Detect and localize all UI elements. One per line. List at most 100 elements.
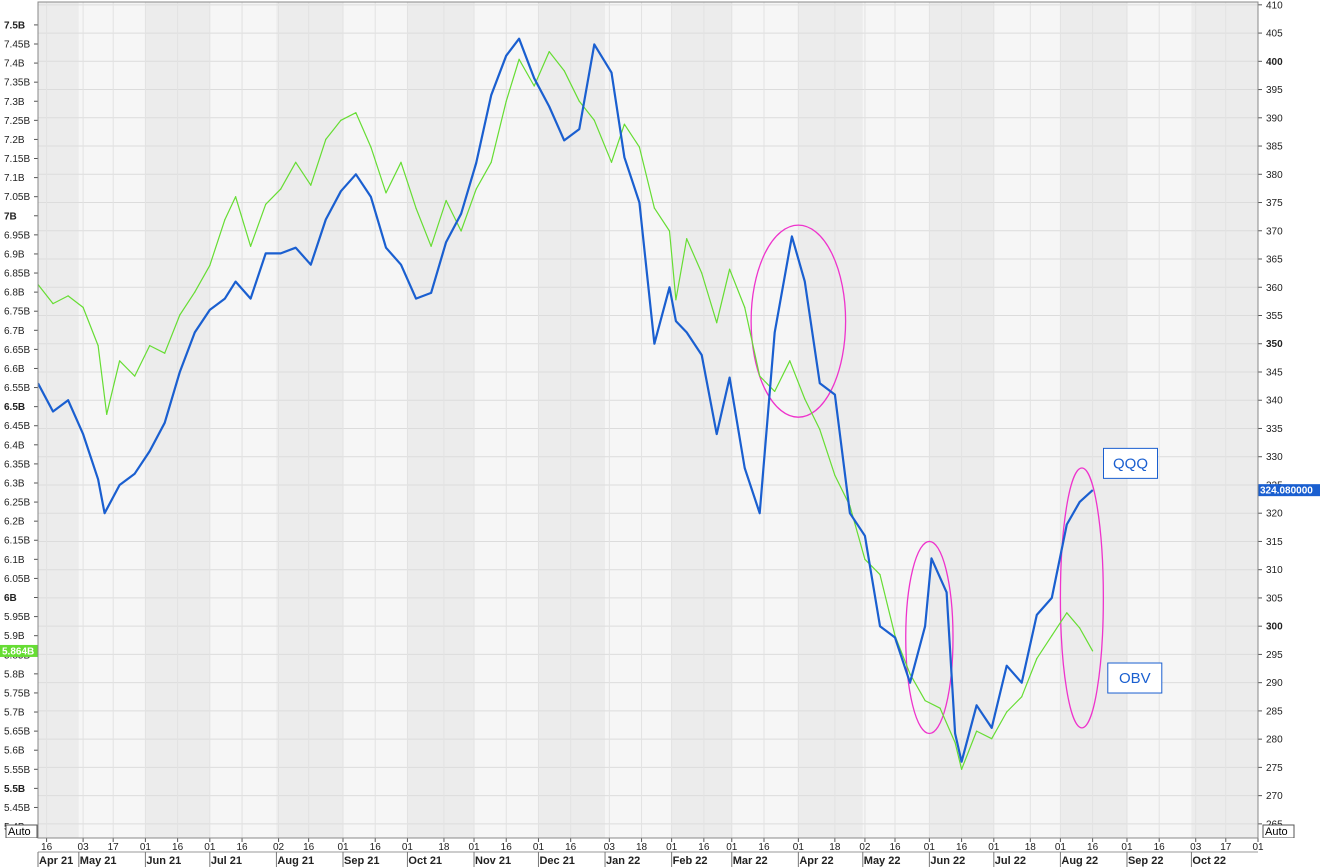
x-day-tick-label: 01 [924, 842, 936, 853]
right-tick-label: 400 [1266, 57, 1283, 68]
x-day-tick-label: 01 [988, 842, 1000, 853]
series-point-qqq [961, 761, 963, 763]
right-tick-label: 410 [1266, 0, 1283, 11]
series-point-obv [505, 100, 507, 102]
series-point-qqq [505, 55, 507, 57]
series-point-obv [1051, 635, 1053, 637]
x-month-label: Jul 21 [211, 855, 242, 867]
x-axis[interactable]: 16 03 17 01 16 01 16 02 16 01 16 01 18 01 16 01 16 03 18 01… [0, 838, 1320, 867]
month-band [605, 2, 672, 838]
series-point-qqq [67, 399, 69, 401]
left-tick-label: 6.65B [4, 345, 30, 356]
series-point-qqq [675, 320, 677, 322]
left-tick-label: 5.6B [4, 746, 25, 757]
left-tick-label: 5.65B [4, 727, 30, 738]
series-point-obv [593, 119, 595, 121]
series-point-qqq [265, 252, 267, 254]
x-day-tick-label: 16 [1087, 842, 1099, 853]
right-tick-label: 320 [1266, 509, 1283, 520]
series-point-obv [976, 730, 978, 732]
series-point-qqq [1051, 597, 1053, 599]
series-point-qqq [445, 241, 447, 243]
series-point-obv [701, 272, 703, 274]
grid [38, 2, 1259, 838]
series-point-obv [864, 558, 866, 560]
series-point-qqq [355, 173, 357, 175]
series-point-obv [355, 112, 357, 114]
series-point-qqq [430, 292, 432, 294]
series-point-qqq [924, 625, 926, 627]
left-tick-label: 6.05B [4, 574, 30, 585]
x-day-tick-label: 01 [204, 842, 216, 853]
right-tick-label: 305 [1266, 593, 1283, 604]
x-day-tick-label: 16 [172, 842, 184, 853]
series-point-qqq [954, 732, 956, 735]
series-point-qqq [729, 377, 731, 379]
x-day-tick-label: 01 [402, 842, 414, 853]
series-point-qqq [930, 557, 933, 560]
series-point-obv [194, 291, 196, 293]
right-tick-label: 345 [1266, 367, 1283, 378]
series-point-obv [623, 123, 626, 125]
x-day-tick-label: 03 [1190, 842, 1202, 853]
series-point-obv [340, 119, 342, 121]
right-tick-label: 335 [1266, 424, 1283, 435]
month-band [1060, 2, 1127, 838]
annotations-labels: QQQ OBV [1103, 447, 1163, 694]
month-band [407, 2, 475, 838]
right-axis[interactable]: 2652702752802852902953003053103153203253… [1258, 0, 1320, 839]
x-day-tick-label: 01 [666, 842, 678, 853]
right-tick-label: 290 [1266, 678, 1283, 689]
month-band [78, 2, 146, 838]
month-band [993, 2, 1061, 838]
right-tick-label: 300 [1266, 622, 1283, 633]
series-line-obv [37, 50, 1094, 770]
right-tick-label: 280 [1266, 735, 1283, 746]
series-point-qqq [774, 331, 776, 333]
month-band [798, 2, 863, 838]
x-day-tick-label: 18 [1025, 842, 1037, 853]
series-point-qqq [340, 190, 342, 192]
series-group [37, 37, 1094, 770]
x-month-label: Jul 22 [995, 855, 1026, 867]
series-point-obv [909, 673, 911, 675]
x-day-tick-label: 16 [236, 842, 248, 853]
x-day-tick-label: 16 [303, 842, 315, 853]
series-point-obv [415, 207, 417, 209]
x-day-tick-label: 01 [337, 842, 349, 853]
series-point-qqq [834, 394, 836, 396]
series-point-qqq [400, 264, 402, 266]
left-axis[interactable]: 5.4B5.45B5.5B5.55B5.6B5.65B5.7B5.75B5.8B… [0, 0, 38, 839]
series-point-obv [179, 314, 181, 316]
series-point-qqq [194, 331, 196, 333]
x-month-label: Oct 22 [1192, 855, 1226, 867]
series-point-qqq [209, 309, 211, 311]
annotation-label-box[interactable] [1107, 662, 1163, 694]
x-month-label: Oct 21 [408, 855, 442, 867]
x-month-label: Dec 21 [539, 855, 574, 867]
x-month-label: Nov 21 [475, 855, 511, 867]
month-band [731, 2, 799, 838]
series-point-obv [52, 303, 54, 305]
left-tick-label: 6.25B [4, 498, 30, 509]
x-day-tick-label: 16 [501, 842, 513, 853]
series-point-qqq [819, 382, 821, 384]
left-tick-label: 6.2B [4, 517, 25, 528]
series-point-obv [653, 207, 656, 209]
series-point-qqq [668, 286, 671, 288]
x-day-tick-label: 01 [1252, 842, 1264, 853]
series-point-qqq [280, 252, 282, 254]
x-month-label: May 22 [864, 855, 901, 867]
annotations-ellipses [750, 224, 1105, 735]
right-axis-background [1258, 0, 1320, 838]
series-point-obv [774, 390, 776, 392]
left-tick-label: 6B [4, 593, 17, 604]
left-tick-label: 5.9B [4, 631, 25, 642]
left-tick-label: 6.15B [4, 536, 30, 547]
series-point-qqq [518, 38, 520, 40]
annotation-label-box[interactable] [1103, 447, 1158, 479]
left-tick-label: 7.25B [4, 116, 30, 127]
series-point-obv [518, 58, 520, 60]
series-point-obv [310, 184, 312, 186]
